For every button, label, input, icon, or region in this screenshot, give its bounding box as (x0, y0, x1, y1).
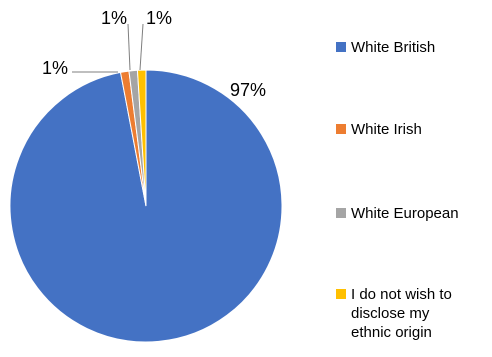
legend-swatch (336, 124, 346, 134)
legend-label: White British (351, 38, 435, 57)
chart-legend: White British White Irish White European I … (336, 0, 492, 357)
legend-item: White Irish (336, 120, 422, 139)
legend-item: White European (336, 204, 459, 223)
legend-item: I do not wish to disclose my ethnic orig… (336, 285, 452, 342)
data-label-1: 97% (230, 80, 266, 100)
legend-label: I do not wish to disclose my ethnic orig… (351, 285, 452, 342)
legend-label: White Irish (351, 120, 422, 139)
data-label-4: 1% (146, 8, 172, 28)
legend-label: White European (351, 204, 459, 223)
data-label-2: 1% (42, 58, 68, 78)
legend-swatch (336, 289, 346, 299)
data-label-3: 1% (101, 8, 127, 28)
leader-line-4 (140, 24, 143, 70)
leader-line-3 (128, 24, 130, 70)
legend-swatch (336, 42, 346, 52)
legend-item: White British (336, 38, 435, 57)
pie-chart: 97% 1% 1% 1% (0, 0, 336, 357)
legend-swatch (336, 208, 346, 218)
